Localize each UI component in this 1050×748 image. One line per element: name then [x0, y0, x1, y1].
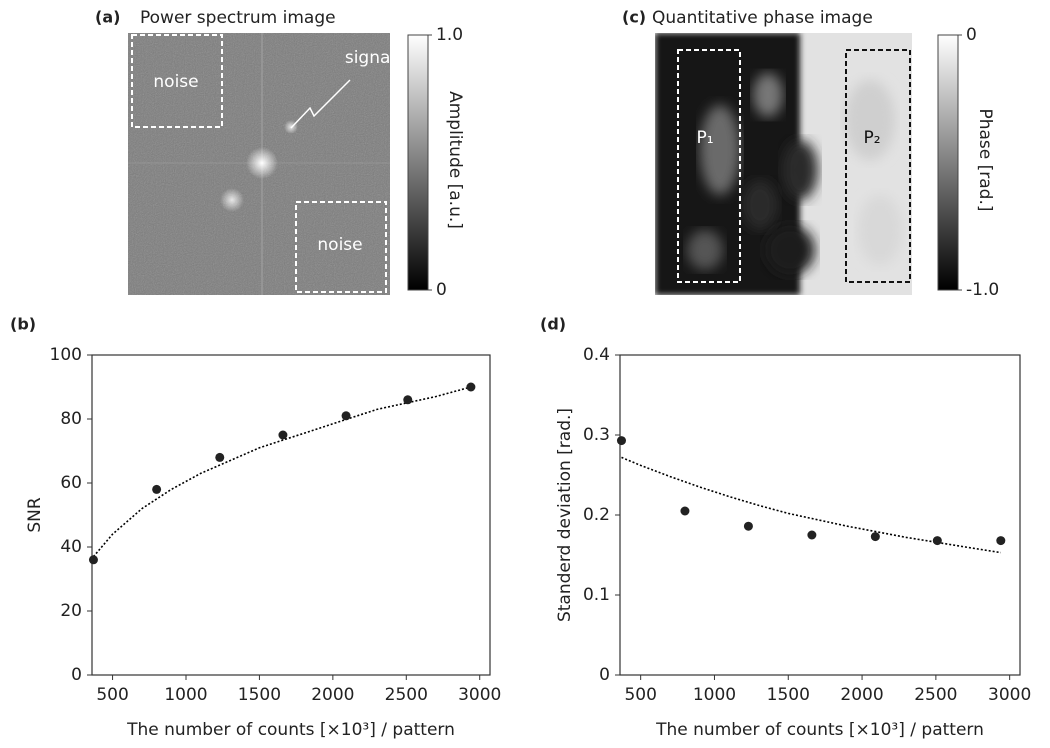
panel-label: (d): [540, 315, 566, 334]
data-point: [932, 536, 942, 546]
annotation: signal: [345, 48, 395, 68]
x-tick-label: 500: [624, 685, 656, 705]
colorbar: [407, 34, 429, 291]
data-point: [152, 484, 162, 494]
fit-line: [621, 456, 1001, 554]
data-point: [870, 532, 880, 542]
data-point: [616, 436, 626, 446]
y-tick-label: 60: [60, 473, 82, 493]
data-point: [743, 521, 753, 531]
data-point: [403, 395, 413, 405]
fit-line: [92, 386, 472, 558]
colorbar-tick-label: 0: [966, 25, 977, 45]
data-point: [466, 382, 476, 392]
y-tick-label: 0: [71, 665, 82, 685]
data-point: [807, 530, 817, 540]
panel-title: Power spectrum image: [140, 8, 336, 28]
x-tick-label: 3000: [458, 685, 501, 705]
x-axis-label: The number of counts [×10³] / pattern: [126, 720, 455, 740]
colorbar-tick-label: 1.0: [436, 25, 463, 45]
y-axis-label: Standerd deviation [rad.]: [555, 408, 575, 622]
x-tick-label: 1500: [767, 685, 810, 705]
y-axis-label: SNR: [25, 497, 45, 533]
x-tick-label: 2500: [914, 685, 957, 705]
y-tick-label: 0.2: [583, 505, 610, 525]
panel-label: (a): [95, 8, 120, 27]
data-point: [215, 452, 225, 462]
plot-frame: [619, 354, 1021, 676]
y-tick-label: 0.4: [583, 345, 610, 365]
y-tick-label: 0: [599, 665, 610, 685]
annotation: P₁: [696, 128, 713, 148]
y-tick-label: 40: [60, 537, 82, 557]
x-tick-label: 500: [96, 685, 128, 705]
annotation: noise: [317, 235, 362, 255]
x-tick-label: 2500: [385, 685, 428, 705]
data-point: [278, 430, 288, 440]
colorbar-tick-label: -1.0: [966, 280, 999, 300]
y-tick-label: 80: [60, 409, 82, 429]
x-tick-label: 1000: [693, 685, 736, 705]
data-point: [996, 536, 1006, 546]
panel-label: (c): [622, 8, 646, 27]
power-spectrum-image: [128, 33, 390, 295]
colorbar: [937, 34, 959, 291]
plot-frame: [91, 354, 491, 676]
colorbar-label: Amplitude [a.u.]: [445, 91, 465, 229]
y-tick-label: 20: [60, 601, 82, 621]
data-point: [88, 555, 98, 565]
phase-image: [655, 33, 919, 295]
data-point: [680, 506, 690, 516]
annotation: P₂: [863, 128, 880, 148]
y-tick-label: 0.1: [583, 585, 610, 605]
panel-title: Quantitative phase image: [652, 8, 873, 28]
y-tick-label: 0.3: [583, 425, 610, 445]
x-tick-label: 2000: [840, 685, 883, 705]
x-axis-label: The number of counts [×10³] / pattern: [655, 720, 984, 740]
colorbar-label: Phase [rad.]: [975, 108, 995, 211]
data-point: [341, 411, 351, 421]
colorbar-tick-label: 0: [436, 280, 447, 300]
x-tick-label: 3000: [988, 685, 1031, 705]
x-tick-label: 1500: [238, 685, 281, 705]
x-tick-label: 2000: [311, 685, 354, 705]
y-tick-label: 100: [50, 345, 82, 365]
x-tick-label: 1000: [164, 685, 207, 705]
panel-label: (b): [10, 315, 36, 334]
annotation: noise: [153, 72, 198, 92]
